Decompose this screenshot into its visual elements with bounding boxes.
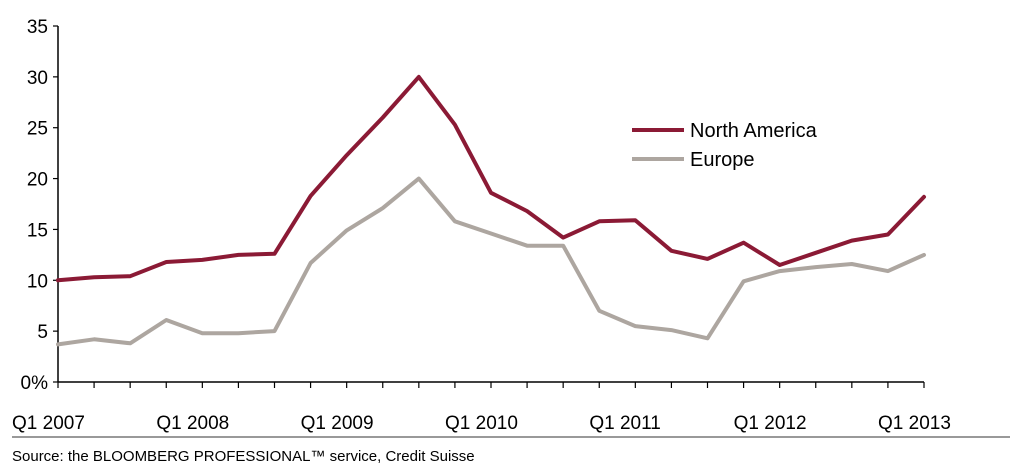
x-tick-label: Q1 2007 — [12, 413, 85, 434]
legend: North America Europe — [632, 120, 818, 171]
source-note: Source: the BLOOMBERG PROFESSIONAL™ serv… — [12, 448, 475, 465]
series-layer — [56, 74, 926, 347]
series-line-europe — [56, 176, 926, 347]
axes: 0% 5 10 15 20 25 30 35 Q1 2007 Q1 2008 Q1 2009 Q1 2… — [12, 17, 951, 434]
y-tick-label: 10 — [27, 271, 48, 292]
x-tick-label: Q1 2012 — [734, 413, 807, 434]
series-line-north-america — [56, 74, 926, 283]
y-tick-label: 0% — [21, 373, 49, 394]
y-tick-label: 30 — [27, 68, 48, 89]
x-tick-label: Q1 2013 — [878, 413, 951, 434]
x-tick-label: Q1 2008 — [156, 413, 229, 434]
legend-label: North America — [690, 120, 818, 142]
y-tick-label: 20 — [27, 170, 48, 191]
x-tick-label: Q1 2010 — [445, 413, 518, 434]
x-tick-label: Q1 2011 — [589, 413, 660, 434]
y-tick-label: 35 — [27, 17, 48, 38]
legend-label: Europe — [690, 149, 755, 171]
y-tick-label: 25 — [27, 119, 48, 140]
x-tick-label: Q1 2009 — [301, 413, 374, 434]
y-tick-label: 5 — [37, 322, 48, 343]
y-tick-label: 15 — [27, 220, 48, 241]
